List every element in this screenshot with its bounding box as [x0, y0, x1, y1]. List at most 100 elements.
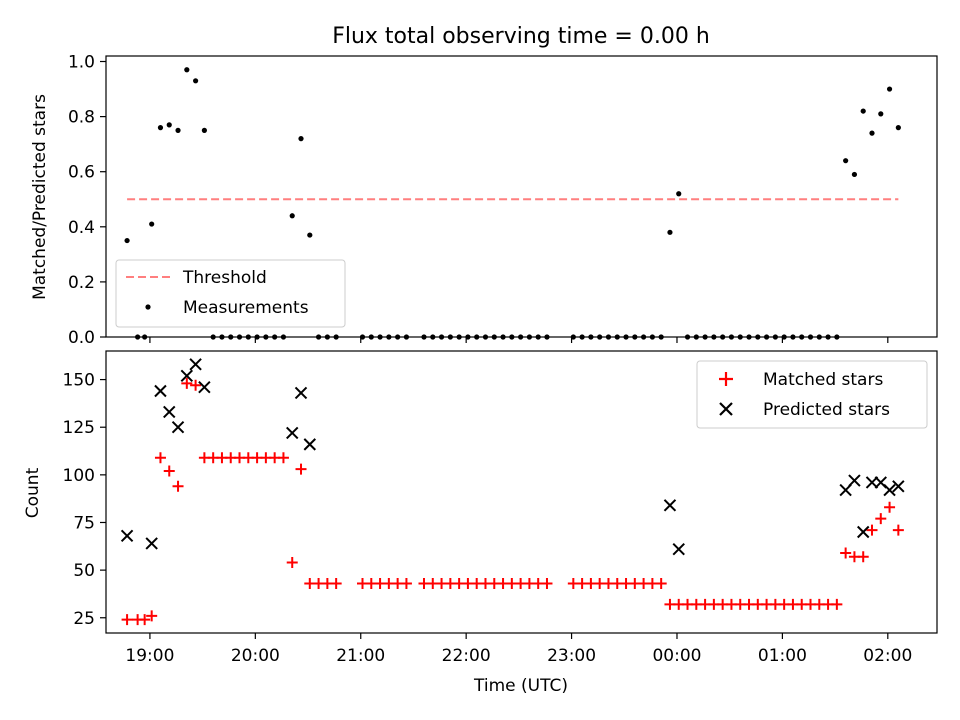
- matched-star-point: [190, 379, 202, 391]
- predicted-star-point: [154, 384, 167, 398]
- predicted-star-point: [145, 537, 158, 550]
- x-tick-label: 20:00: [231, 646, 280, 666]
- measurement-point: [667, 229, 673, 235]
- measurement-point: [878, 111, 884, 117]
- measurement-point: [869, 130, 875, 136]
- predicted-star-point: [163, 405, 176, 419]
- matched-star-point: [875, 513, 887, 525]
- measurement-point: [149, 221, 155, 227]
- top-y-tick-label: 0.8: [68, 108, 95, 128]
- predicted-star-point: [883, 483, 896, 497]
- measurement-point: [193, 78, 199, 84]
- matched-star-point: [154, 452, 166, 464]
- measurement-point: [166, 122, 172, 128]
- matched-star-point: [139, 614, 151, 626]
- bottom-y-tick-label: 100: [63, 466, 95, 486]
- top-y-tick-label: 1.0: [68, 53, 95, 73]
- predicted-star-point: [672, 542, 685, 556]
- top-y-tick-label: 0.2: [68, 273, 95, 293]
- matched-star-point: [172, 480, 184, 492]
- x-tick-label: 00:00: [652, 646, 701, 666]
- bottom-y-tick-label: 150: [63, 371, 95, 391]
- predicted-star-point: [180, 369, 194, 382]
- matched-star-point: [121, 614, 133, 626]
- measurement-point: [886, 86, 893, 92]
- x-tick-label: 19:00: [125, 646, 174, 666]
- matched-star-point: [857, 551, 869, 563]
- bottom-axis-ticks: 19:00 20:00 21:00 22:00 23:00 00:00 01:00 02:00…: [63, 371, 913, 666]
- measurements-legend-swatch: [145, 304, 151, 310]
- top-axis-ticks: 0.0 0.2 0.4 0.6 0.8 1.0: [68, 53, 889, 348]
- top-legend: Threshold Measurements: [115, 259, 346, 328]
- predicted-star-point: [286, 426, 299, 440]
- predicted-star-point: [189, 358, 202, 371]
- matched-star-point: [400, 577, 412, 589]
- predicted-star-point: [120, 529, 134, 543]
- bottom-axes-frame: [105, 350, 938, 634]
- x-axis-label: Time (UTC): [473, 676, 568, 696]
- bottom-legend-box: [696, 360, 928, 429]
- bottom-legend: Matched stars Predicted stars: [696, 360, 928, 429]
- measurement-point: [851, 171, 858, 178]
- top-y-axis-label: Matched/Predicted stars: [30, 94, 50, 300]
- matched-star-point: [181, 377, 193, 389]
- matched-star-point: [277, 452, 289, 464]
- chart-title: Flux total observing time = 0.00 h: [332, 24, 710, 49]
- matched-star-point: [541, 577, 553, 589]
- bottom-plot-area: [120, 358, 905, 626]
- bottom-y-tick-label: 50: [73, 561, 95, 581]
- predicted-star-point: [865, 476, 879, 489]
- matched-star-point: [655, 577, 667, 589]
- matched-star-point: [163, 465, 175, 477]
- bottom-y-tick-label: 25: [73, 609, 95, 629]
- measurements-legend-label: Measurements: [183, 298, 309, 318]
- predicted-star-point: [663, 499, 677, 512]
- matched-legend-swatch: [719, 372, 733, 386]
- predicted-star-point: [171, 421, 185, 434]
- bottom-y-tick-label: 75: [73, 513, 95, 533]
- x-tick-label: 21:00: [336, 646, 385, 666]
- matched-star-point: [866, 524, 878, 536]
- matched-star-point: [286, 557, 298, 568]
- matched-star-point: [892, 524, 904, 536]
- measurement-point: [124, 237, 130, 244]
- measurement-point: [298, 136, 304, 142]
- top-legend-box: [115, 259, 346, 328]
- measurement-point: [307, 232, 313, 238]
- top-y-tick-label: 0.4: [68, 218, 95, 238]
- measurement-point: [860, 108, 866, 114]
- predicted-star-point: [857, 525, 870, 539]
- matched-star-point: [840, 547, 852, 559]
- predicted-star-point: [892, 480, 905, 493]
- top-axes-frame: [105, 55, 938, 338]
- predicted-star-point: [848, 474, 861, 487]
- measurement-point: [201, 127, 207, 133]
- top-y-tick-label: 0.0: [68, 328, 95, 348]
- x-tick-label: 02:00: [863, 646, 912, 666]
- measurement-point: [895, 125, 901, 131]
- matched-star-point: [884, 501, 896, 513]
- measurement-point: [843, 158, 849, 164]
- matched-legend-label: Matched stars: [763, 370, 883, 390]
- matched-star-point: [831, 598, 843, 610]
- predicted-legend-swatch: [719, 402, 733, 416]
- matched-star-point: [295, 463, 307, 475]
- matched-star-point: [146, 610, 158, 622]
- measurement-point: [289, 213, 295, 219]
- measurement-point: [184, 67, 190, 73]
- bottom-y-axis-label: Count: [23, 467, 43, 518]
- x-tick-label: 22:00: [442, 646, 491, 666]
- x-tick-label: 01:00: [758, 646, 807, 666]
- predicted-star-point: [198, 380, 211, 394]
- bottom-y-tick-label: 125: [63, 418, 95, 438]
- predicted-star-point: [294, 386, 308, 400]
- x-tick-label: 23:00: [547, 646, 596, 666]
- predicted-star-point: [303, 438, 317, 451]
- measurement-point: [676, 191, 682, 197]
- measurement-point: [157, 125, 164, 131]
- predicted-legend-label: Predicted stars: [763, 400, 890, 420]
- matched-star-point: [330, 577, 342, 589]
- threshold-legend-label: Threshold: [182, 268, 267, 288]
